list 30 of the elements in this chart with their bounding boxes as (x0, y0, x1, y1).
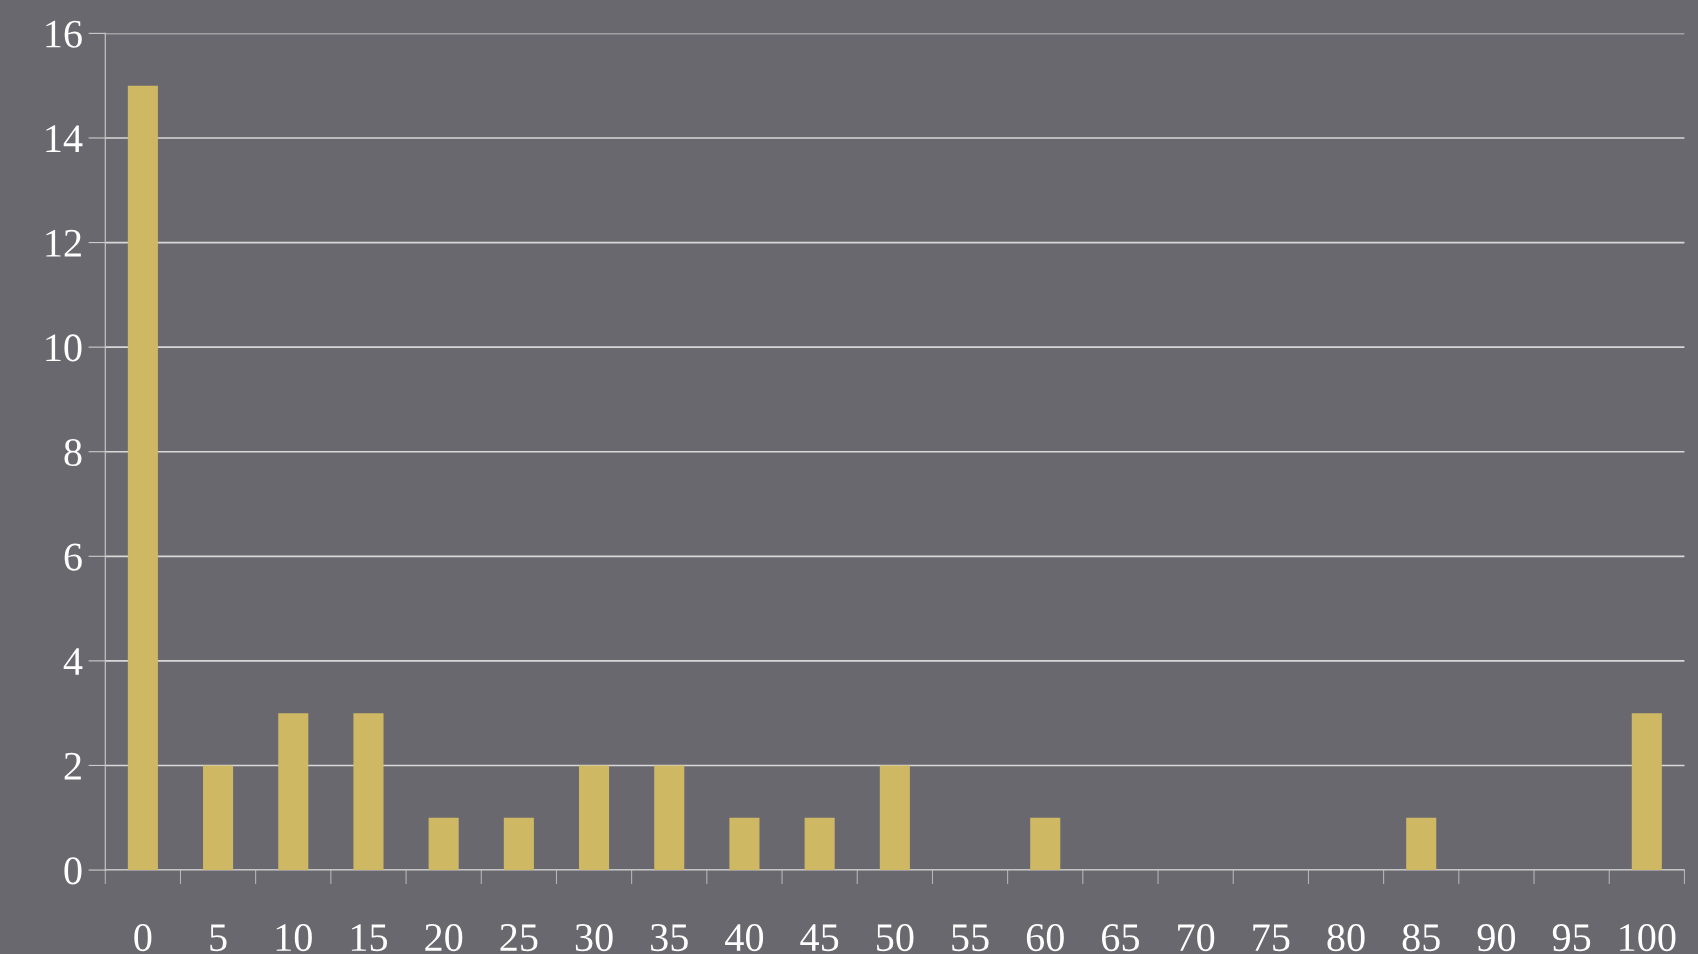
x-tick-label: 40 (725, 923, 764, 952)
y-tick-label: 16 (46, 20, 82, 48)
y-tick-label: 2 (64, 752, 81, 780)
x-tick-label: 85 (1402, 923, 1440, 952)
x-tick-label: 80 (1327, 923, 1365, 952)
y-tick-label: 4 (63, 648, 83, 675)
x-tick-label: 60 (1026, 923, 1064, 952)
y-tick-label: 14 (46, 125, 83, 152)
x-tick-label: 90 (1477, 923, 1516, 952)
x-tick-label: 0 (134, 923, 152, 952)
x-tick-label: 25 (500, 924, 538, 952)
y-tick-label: 8 (64, 438, 82, 467)
y-tick-label: 10 (46, 334, 82, 362)
y-tick-label: 6 (64, 543, 82, 571)
x-tick-label: 70 (1178, 923, 1215, 952)
x-tick-label: 5 (210, 924, 227, 952)
x-tick-label: 35 (651, 924, 688, 952)
x-tick-label: 30 (575, 923, 613, 952)
x-tick-label: 95 (1552, 924, 1591, 952)
x-tick-label: 45 (800, 924, 839, 952)
y-tick-label: 12 (46, 229, 81, 257)
x-tick-label: 65 (1102, 924, 1139, 952)
x-tick-label: 100 (1620, 923, 1676, 952)
x-tick-label: 20 (425, 923, 463, 952)
y-tick-label: 0 (64, 857, 82, 885)
x-tick-label: 15 (351, 924, 388, 952)
x-tick-label: 50 (877, 923, 914, 952)
x-tick-label: 10 (276, 923, 312, 952)
x-tick-label: 55 (952, 924, 989, 952)
x-tick-label: 75 (1253, 924, 1290, 952)
